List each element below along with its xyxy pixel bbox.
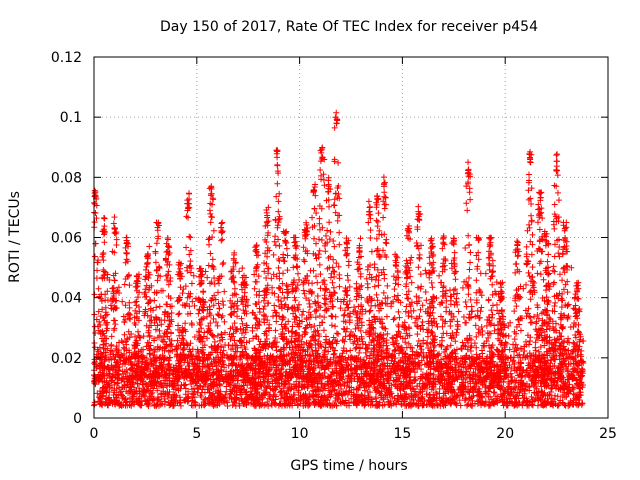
data-point [215, 387, 222, 394]
data-point [272, 368, 279, 375]
data-point [117, 389, 124, 396]
data-point [488, 396, 495, 403]
data-point [252, 390, 259, 397]
data-point [197, 392, 204, 399]
data-point [451, 389, 458, 396]
data-point [453, 400, 460, 407]
data-point [372, 394, 379, 401]
data-point [457, 402, 464, 409]
data-point [270, 393, 277, 400]
data-point [465, 395, 472, 402]
data-point [188, 381, 195, 388]
data-point [106, 398, 113, 405]
data-point [327, 393, 334, 400]
data-point [232, 402, 239, 409]
data-point [150, 385, 157, 392]
data-point [391, 395, 398, 402]
data-point [144, 383, 151, 390]
data-point [438, 397, 445, 404]
data-point [415, 402, 422, 409]
data-point [463, 368, 470, 375]
data-point [456, 397, 463, 404]
data-point [402, 402, 409, 409]
data-point [156, 396, 163, 403]
data-point [91, 399, 98, 406]
data-point [547, 360, 554, 367]
data-point [277, 395, 284, 402]
data-point [482, 384, 489, 391]
data-point [528, 393, 535, 400]
data-point [332, 397, 339, 404]
data-point [326, 374, 333, 381]
data-point [143, 398, 150, 405]
data-point [436, 385, 443, 392]
data-point [398, 401, 405, 408]
data-point [295, 389, 302, 396]
data-point [128, 402, 135, 409]
data-point [319, 387, 326, 394]
data-point [539, 389, 546, 396]
data-point [216, 390, 223, 397]
data-point [258, 392, 265, 399]
data-point [504, 364, 511, 371]
data-point [294, 401, 301, 408]
data-point [318, 380, 325, 387]
data-point [270, 371, 277, 378]
data-point [264, 398, 271, 405]
data-point [176, 399, 183, 406]
data-point [464, 388, 471, 395]
data-point [494, 393, 501, 400]
data-point [278, 388, 285, 395]
data-point [272, 401, 279, 408]
data-point [350, 386, 357, 393]
grid [94, 57, 608, 418]
data-point [436, 394, 443, 401]
data-point [224, 402, 231, 409]
data-point [279, 391, 286, 398]
data-point [528, 401, 535, 408]
data-point [299, 393, 306, 400]
data-point [353, 402, 360, 409]
data-point [535, 397, 542, 404]
data-point [365, 394, 372, 401]
data-point [325, 387, 332, 394]
data-point [361, 387, 368, 394]
data-point [534, 402, 541, 409]
data-point [163, 383, 170, 390]
data-point [380, 396, 387, 403]
data-point [302, 362, 309, 369]
data-point [191, 385, 198, 392]
data-point [287, 386, 294, 393]
data-point [361, 392, 368, 399]
data-point [269, 396, 276, 403]
data-point [191, 388, 198, 395]
data-point [491, 401, 498, 408]
data-point [177, 402, 184, 409]
data-point [148, 391, 155, 398]
data-point [342, 397, 349, 404]
data-point [120, 393, 127, 400]
data-point [410, 386, 417, 393]
data-point [344, 391, 351, 398]
data-point [223, 388, 230, 395]
data-point [470, 386, 477, 393]
data-points [91, 109, 587, 409]
data-point [426, 392, 433, 399]
data-point [122, 361, 129, 368]
data-point [557, 397, 564, 404]
data-point [456, 392, 463, 399]
data-point [112, 394, 119, 401]
data-point [309, 387, 316, 394]
data-point [393, 401, 400, 408]
data-point [565, 390, 572, 397]
